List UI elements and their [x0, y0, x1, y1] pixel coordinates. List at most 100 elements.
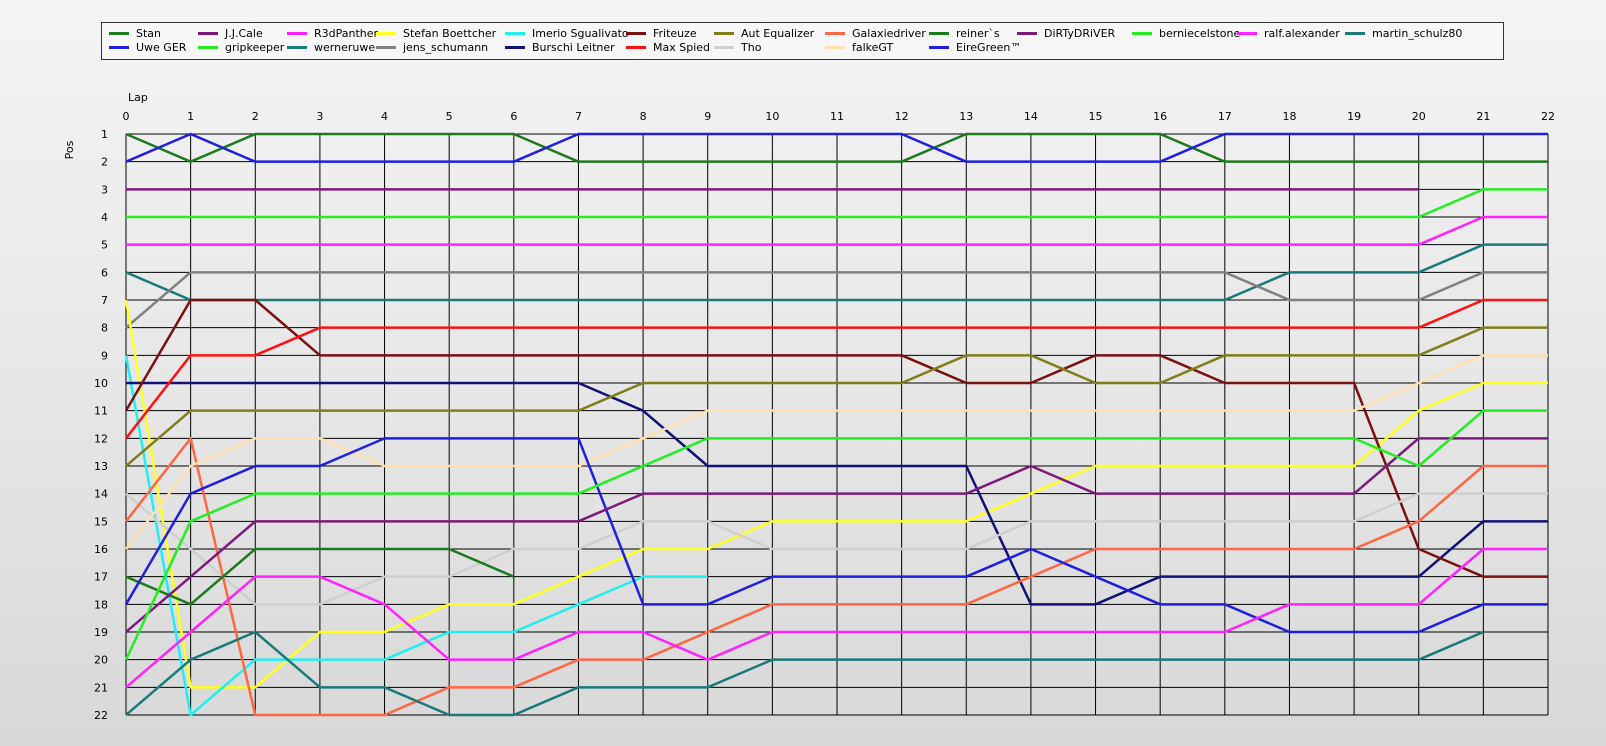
- series-line: [125, 132, 1548, 163]
- x-tick-label: 21: [1476, 110, 1490, 123]
- legend-swatch: [714, 45, 734, 49]
- legend-label: reiner`s: [956, 26, 1000, 40]
- legend-swatch: [505, 45, 525, 49]
- x-tick-label: 5: [446, 110, 453, 123]
- y-tick-label: 10: [94, 377, 108, 390]
- series-line: [125, 354, 1548, 550]
- legend-swatch: [825, 45, 845, 49]
- legend-swatch: [109, 45, 129, 49]
- y-tick-label: 12: [94, 432, 108, 445]
- y-tick-label: 3: [101, 183, 108, 196]
- x-tick-label: 16: [1153, 110, 1167, 123]
- series-line: [125, 437, 1548, 717]
- legend-label: werneruwe: [314, 40, 376, 54]
- x-tick-label: 14: [1024, 110, 1038, 123]
- legend-label: martin_schulz80: [1372, 26, 1463, 40]
- series-line: [125, 547, 1548, 689]
- series-line: [125, 326, 1548, 467]
- legend-item: jens_schumann: [376, 40, 488, 54]
- legend-label: Tho: [741, 40, 762, 54]
- legend-item: J.J.Cale: [198, 26, 263, 40]
- legend-label: Imerio Sgualivato: [532, 26, 629, 40]
- y-tick-label: 16: [94, 543, 108, 556]
- x-tick-label: 1: [187, 110, 194, 123]
- legend-swatch: [109, 31, 129, 35]
- y-tick-label: 4: [101, 211, 108, 224]
- y-tick-label: 21: [94, 681, 108, 694]
- x-tick-label: 17: [1218, 110, 1232, 123]
- y-tick-label: 14: [94, 488, 108, 501]
- series-line: [125, 132, 1548, 163]
- legend-label: falkeGT: [852, 40, 894, 54]
- y-tick-label: 6: [101, 266, 108, 279]
- y-tick-label: 18: [94, 598, 108, 611]
- legend-item: Galaxiedriver: [825, 26, 926, 40]
- x-tick-label: 0: [123, 110, 130, 123]
- series-line: [126, 215, 1548, 246]
- legend-item: Aut Equalizer: [714, 26, 814, 40]
- chart-legend: Stan Uwe GER J.J.Cale gripkeeper R3dPanther w…: [101, 22, 1504, 60]
- legend-label: Friteuze: [653, 26, 697, 40]
- x-axis-label: Lap: [128, 91, 148, 104]
- series-line: [125, 492, 1548, 606]
- legend-item: werneruwe: [287, 40, 375, 54]
- x-tick-label: 15: [1089, 110, 1103, 123]
- legend-label: ralf.alexander: [1264, 26, 1340, 40]
- legend-swatch: [505, 31, 525, 35]
- x-tick-label: 2: [252, 110, 259, 123]
- legend-item: ralf.alexander: [1237, 26, 1340, 40]
- legend-item: martin_schulz80: [1345, 26, 1462, 40]
- x-tick-label: 13: [959, 110, 973, 123]
- legend-swatch: [198, 45, 218, 49]
- series-line: [126, 188, 1548, 219]
- y-axis-label: Pos: [63, 140, 76, 159]
- legend-swatch: [376, 31, 396, 35]
- series-line: [124, 298, 1548, 578]
- x-tick-label: 20: [1412, 110, 1426, 123]
- y-tick-label: 20: [94, 654, 108, 667]
- legend-label: Max Spied: [653, 40, 711, 54]
- chart-grid: [125, 133, 1549, 716]
- y-tick-label: 1: [101, 128, 108, 141]
- legend-swatch: [929, 45, 949, 49]
- legend-item: Stan: [109, 26, 161, 40]
- legend-swatch: [198, 31, 218, 35]
- x-tick-label: 7: [575, 110, 582, 123]
- legend-item: Uwe GER: [109, 40, 186, 54]
- legend-swatch: [287, 45, 307, 49]
- x-tick-label: 18: [1282, 110, 1296, 123]
- series-line: [125, 271, 1548, 329]
- y-tick-label: 13: [94, 460, 108, 473]
- legend-swatch: [825, 31, 845, 35]
- series-line: [125, 298, 1548, 440]
- y-tick-label: 15: [94, 515, 108, 528]
- y-tick-label: 5: [101, 239, 108, 252]
- legend-swatch: [626, 31, 646, 35]
- legend-label: Uwe GER: [136, 40, 187, 54]
- legend-item: Stefan Boettcher: [376, 26, 496, 40]
- series-line: [124, 437, 1548, 634]
- legend-label: jens_schumann: [403, 40, 489, 54]
- x-tick-label: 11: [830, 110, 844, 123]
- legend-item: Max Spied: [626, 40, 710, 54]
- legend-label: Burschi Leitner: [532, 40, 615, 54]
- legend-label: gripkeeper: [225, 40, 285, 54]
- legend-item: gripkeeper: [198, 40, 284, 54]
- legend-item: DiRTyDRiVER: [1017, 26, 1115, 40]
- y-tick-label: 11: [94, 405, 108, 418]
- legend-label: Aut Equalizer: [741, 26, 815, 40]
- legend-item: Friteuze: [626, 26, 697, 40]
- series-line: [126, 381, 1548, 606]
- legend-swatch: [929, 31, 949, 35]
- legend-label: DiRTyDRiVER: [1044, 26, 1116, 40]
- legend-swatch: [287, 31, 307, 35]
- legend-item: R3dPanther: [287, 26, 378, 40]
- x-tick-label: 22: [1541, 110, 1555, 123]
- legend-swatch: [376, 45, 396, 49]
- y-tick-label: 7: [101, 294, 108, 307]
- y-tick-label: 17: [94, 571, 108, 584]
- legend-label: berniecelstone: [1159, 26, 1241, 40]
- legend-label: J.J.Cale: [225, 26, 263, 40]
